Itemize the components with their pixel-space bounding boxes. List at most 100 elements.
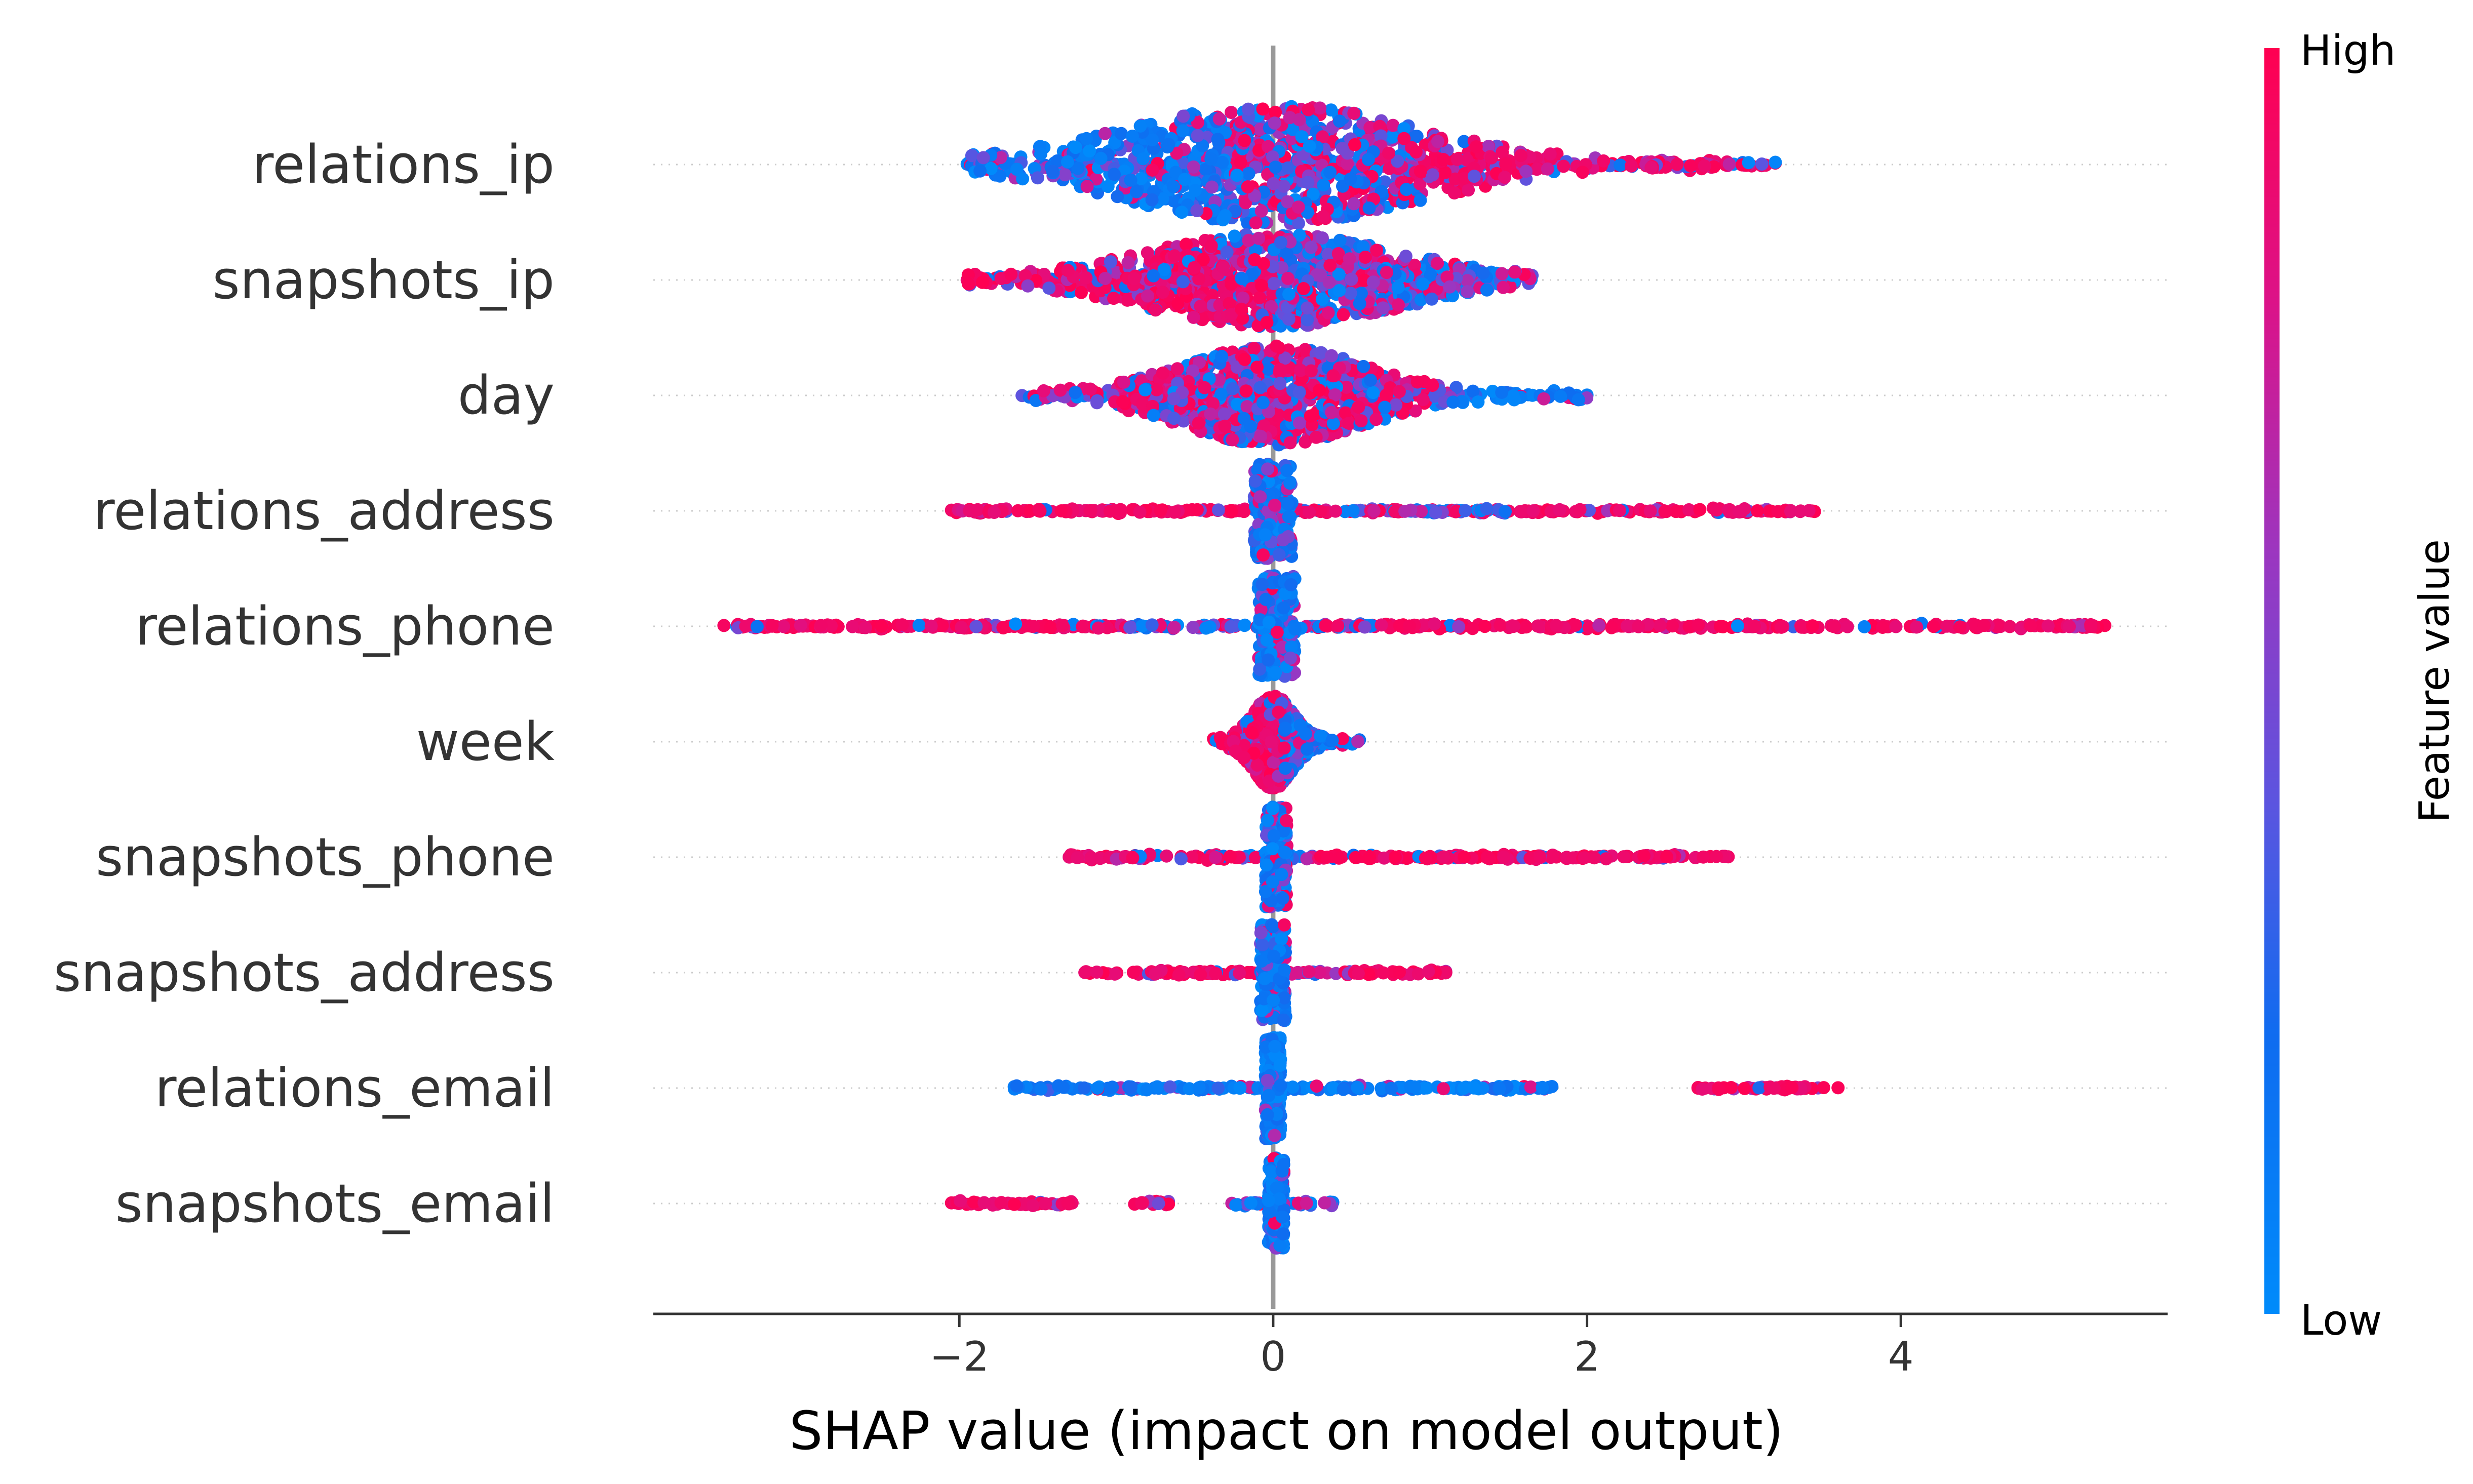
shap-point [1304, 240, 1318, 254]
shap-point [1241, 180, 1254, 194]
shap-point [1253, 291, 1267, 304]
shap-point [1480, 283, 1494, 297]
shap-point [1692, 618, 1705, 632]
shap-point [1348, 138, 1361, 151]
shap-point [1255, 578, 1269, 591]
shap-point [1147, 409, 1160, 422]
shap-point [1186, 621, 1200, 634]
shap-point [1347, 106, 1361, 120]
shap-point [1245, 267, 1259, 281]
shap-point [1326, 369, 1340, 383]
shap-point [1332, 267, 1346, 281]
shap-point [1329, 504, 1342, 518]
shap-point [1750, 504, 1764, 517]
shap-point [1530, 163, 1544, 176]
shap-point [1262, 653, 1275, 667]
shap-point [1256, 396, 1270, 409]
shap-point [2084, 620, 2098, 633]
shap-point [794, 619, 807, 632]
shap-point [1248, 253, 1262, 266]
shap-point [1282, 312, 1296, 326]
shap-point [1557, 159, 1571, 173]
shap-point [1230, 169, 1244, 182]
shap-point [1369, 413, 1383, 426]
shap-point [1145, 193, 1159, 207]
shap-point [1424, 268, 1437, 282]
shap-point [1104, 255, 1117, 269]
shap-point [1478, 620, 1491, 633]
shap-point [1239, 384, 1253, 398]
shap-point [1784, 504, 1797, 518]
shap-point [1244, 420, 1258, 433]
feature-row-snapshots_ip [960, 228, 1539, 333]
shap-point [1149, 303, 1162, 317]
shap-point [1259, 592, 1273, 606]
shap-point [1292, 416, 1306, 430]
shap-point [1228, 205, 1242, 218]
shap-point [1171, 297, 1185, 310]
shap-point [1356, 240, 1370, 254]
shap-point [1443, 280, 1457, 294]
shap-point [1508, 265, 1521, 279]
shap-point [1146, 133, 1159, 147]
shap-point [1196, 139, 1209, 152]
shap-point [1162, 138, 1175, 151]
shap-point [1198, 381, 1211, 394]
shap-point [1576, 166, 1589, 179]
shap-point [1226, 433, 1239, 447]
shap-point [1568, 618, 1582, 632]
shap-point [1416, 393, 1430, 407]
shap-point [1620, 619, 1634, 633]
shap-point [1034, 147, 1047, 161]
shap-point [1269, 666, 1282, 679]
shap-point [1461, 274, 1474, 288]
shap-point [1242, 233, 1255, 247]
shap-point [1519, 165, 1533, 178]
shap-point [1084, 504, 1097, 517]
shap-point [1050, 154, 1064, 168]
shap-point [1326, 417, 1340, 430]
shap-point [2024, 619, 2037, 632]
shap-point [1216, 261, 1230, 274]
shap-point [1167, 249, 1181, 263]
shap-point [1431, 257, 1444, 270]
shap-point [1215, 155, 1229, 169]
shap-point [1273, 377, 1287, 390]
shap-point [1416, 277, 1430, 291]
shap-point [1079, 271, 1093, 285]
shap-point [1136, 152, 1150, 166]
shap-point [1094, 151, 1108, 165]
shap-point [875, 619, 888, 633]
shap-point [1187, 160, 1200, 174]
shap-point [993, 169, 1007, 183]
shap-point [1876, 621, 1890, 634]
shap-point [976, 151, 990, 165]
shap-point [2042, 619, 2055, 633]
shap-point [1827, 620, 1841, 633]
shap-point [1157, 263, 1171, 276]
shap-point [1248, 474, 1262, 488]
shap-point [1366, 386, 1380, 399]
shap-point [1250, 360, 1264, 374]
shap-point [1670, 157, 1684, 171]
shap-point [1409, 145, 1423, 158]
shap-point [1090, 396, 1104, 410]
shap-point [1459, 504, 1472, 517]
shap-point [1481, 140, 1495, 153]
shap-point [1225, 106, 1238, 119]
shap-point [1494, 618, 1507, 632]
shap-point [1225, 277, 1238, 291]
shap-point [1191, 129, 1204, 142]
shap-point [1358, 251, 1372, 264]
shap-point [1204, 239, 1218, 253]
shap-point [1218, 419, 1232, 433]
shap-point [1260, 633, 1274, 647]
shap-point [1061, 155, 1074, 169]
shap-point [1321, 306, 1335, 319]
shap-point [1910, 620, 1924, 634]
shap-point [1109, 265, 1123, 279]
shap-point [1220, 245, 1234, 259]
shap-point [1312, 383, 1326, 397]
shap-point [1123, 621, 1137, 634]
shap-point [1927, 620, 1940, 633]
